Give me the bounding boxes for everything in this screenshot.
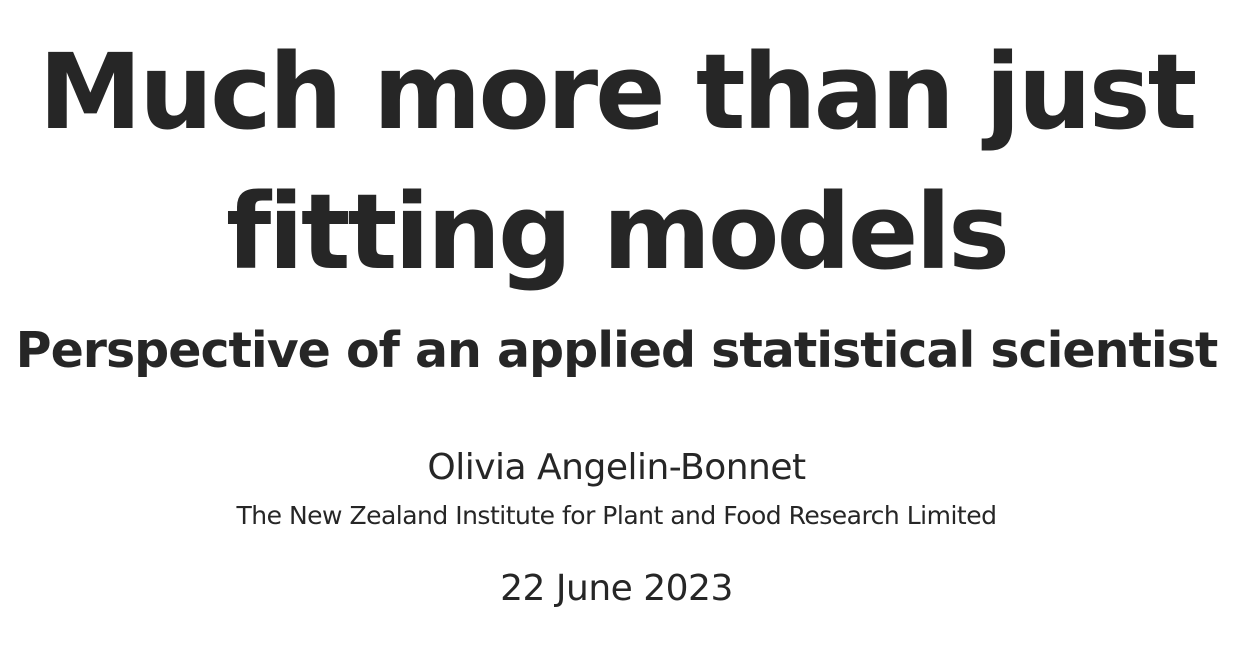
author-institute: The New Zealand Institute for Plant and … [236,501,997,530]
slide-title: Much more than just fitting models [0,22,1233,302]
presentation-date: 22 June 2023 [500,568,733,609]
author-name: Olivia Angelin-Bonnet [427,447,806,488]
slide-title-line-2: fitting models [225,171,1010,293]
slide-title-line-1: Much more than just [38,31,1198,153]
slide-subtitle: Perspective of an applied statistical sc… [15,322,1219,379]
